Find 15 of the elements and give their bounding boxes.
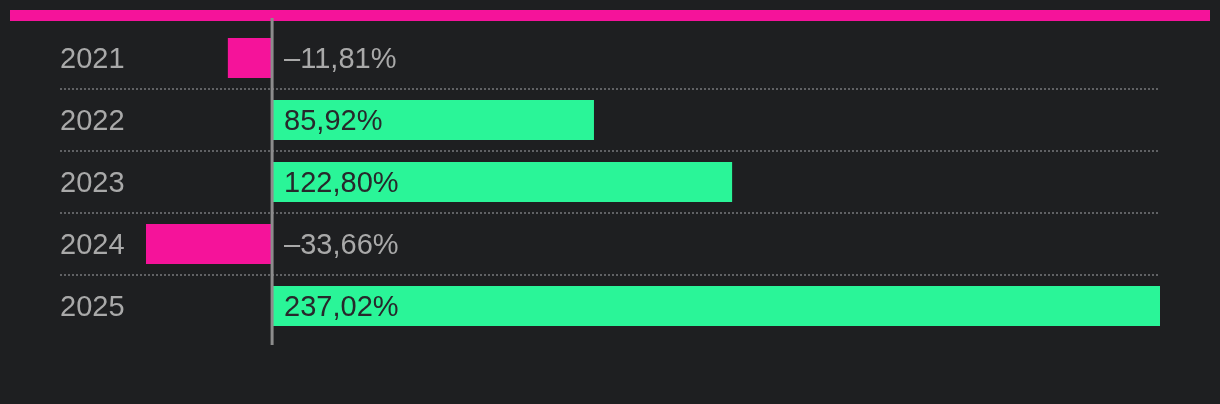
bar bbox=[227, 38, 273, 78]
bar bbox=[146, 224, 273, 264]
data-label: 122,80% bbox=[284, 166, 399, 198]
y-tick-label: 2023 bbox=[60, 166, 125, 198]
y-tick-label: 2024 bbox=[60, 228, 125, 260]
bar bbox=[272, 286, 1160, 326]
data-label: 85,92% bbox=[284, 104, 383, 136]
data-label: –33,66% bbox=[284, 228, 399, 260]
data-label: –11,81% bbox=[284, 42, 397, 74]
bar bbox=[272, 100, 594, 140]
bar bbox=[272, 162, 733, 202]
data-label: 237,02% bbox=[284, 290, 399, 322]
y-tick-label: 2021 bbox=[60, 42, 125, 74]
y-tick-label: 2022 bbox=[60, 104, 125, 136]
y-tick-label: 2025 bbox=[60, 290, 125, 322]
